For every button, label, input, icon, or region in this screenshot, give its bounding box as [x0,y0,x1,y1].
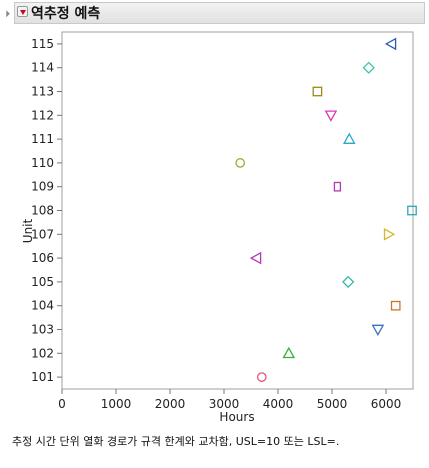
data-point-unit-103 [371,324,385,337]
y-tick-label: 111 [31,132,54,146]
footnote: 추정 시간 단위 열화 경로가 규격 한계와 교차함, USL=10 또는 LS… [12,435,340,448]
data-point-unit-112 [324,110,338,122]
data-point-unit-108 [407,205,417,216]
plot-frame [61,31,414,390]
y-tick-label: 107 [31,227,54,241]
y-tick-label: 114 [31,61,54,75]
x-tick-label: 6000 [371,397,402,411]
data-point-unit-109 [333,181,342,192]
panel-title-bar [14,2,425,24]
data-point-unit-106 [249,251,262,265]
x-axis: 0 1000 2000 3000 4000 5000 6000 [58,389,401,411]
disclosure-triangle-icon[interactable] [0,6,10,18]
y-tick-label: 110 [31,156,54,170]
y-tick-label: 104 [31,299,54,313]
data-point-unit-111 [342,132,356,144]
y-tick-label: 108 [31,204,54,218]
inverse-prediction-chart: 101 102 103 104 105 106 107 108 109 110 111 112 113 1… [21,31,417,424]
red-triangle-menu-icon[interactable] [17,6,28,17]
y-tick-label: 115 [31,37,54,51]
y-tick-label: 106 [31,251,54,265]
y-tick-label: 102 [31,346,54,360]
x-tick-label: 2000 [155,397,186,411]
data-point-unit-105 [342,275,355,289]
x-tick-label: 5000 [317,397,348,411]
x-tick-label: 1000 [101,397,132,411]
y-tick-label: 105 [31,275,54,289]
scatter-points [235,37,417,382]
y-tick-label: 101 [31,370,54,384]
data-point-unit-110 [235,158,246,168]
y-axis-label: Unit [21,218,35,243]
y-tick-label: 113 [31,85,54,99]
y-axis: 101 102 103 104 105 106 107 108 109 110 111 112 113 1… [31,37,62,384]
data-point-unit-114 [362,61,375,74]
x-tick-label: 4000 [263,397,294,411]
data-point-unit-107 [383,227,396,241]
x-tick-label: 3000 [209,397,240,411]
data-point-unit-102 [282,346,296,359]
data-point-unit-101 [256,372,267,382]
data-point-unit-104 [390,300,401,311]
y-tick-label: 109 [31,180,54,194]
x-tick-label: 0 [58,397,66,411]
data-point-unit-113 [312,86,323,97]
data-point-unit-115 [384,37,397,51]
y-tick-label: 112 [31,108,54,122]
x-axis-label: Hours [219,410,254,424]
panel-title: 역추정 예측 [31,6,101,22]
y-tick-label: 103 [31,323,54,337]
